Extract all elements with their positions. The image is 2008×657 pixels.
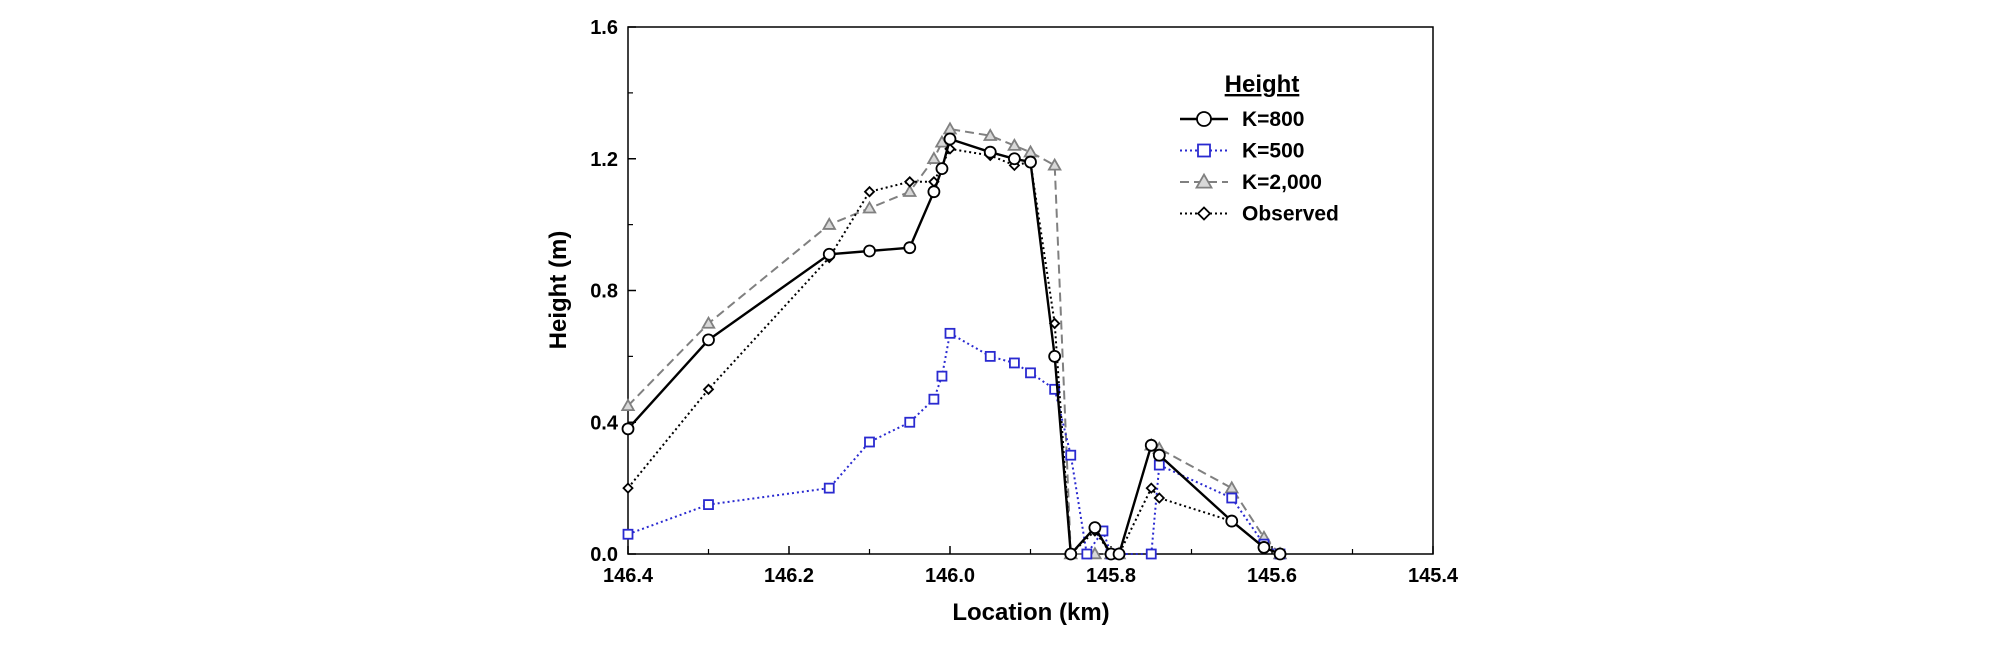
series-observed [622,143,1286,560]
circle-marker [1088,521,1102,535]
circle-marker [1008,152,1021,166]
legend: Height K=800 K=500 K=2,000 Observed [1180,71,1339,226]
circle-marker [1273,547,1287,561]
diamond-marker [903,176,916,188]
series-line [627,331,1281,557]
square-marker [864,436,875,448]
series-layer [620,121,1288,561]
series-line [627,128,1281,555]
triangle-marker [620,398,636,411]
circle-marker [903,241,917,255]
circle-marker [1225,514,1239,528]
triangle-marker [982,128,998,141]
square-marker [928,393,940,405]
triangle-marker [1023,144,1038,158]
square-marker [1145,548,1157,560]
circle-marker [863,244,876,258]
x-tick-label: 145.8 [1086,565,1136,587]
triangle-marker [942,121,958,135]
triangle-marker [862,200,877,214]
series-line [627,147,1281,557]
square-marker [936,370,948,382]
square-marker [904,416,916,428]
triangle-marker [1007,138,1022,151]
square-marker [1226,492,1238,504]
triangle-marker [1224,480,1240,494]
series-k-800 [621,132,1287,561]
y-tick-label: 1.6 [590,17,618,39]
square-marker [984,350,996,362]
square-marker [622,528,634,540]
circle-marker [1064,547,1078,561]
circle-marker [1144,438,1158,452]
legend-title: Height [1225,71,1300,98]
x-tick-label: 146.0 [925,565,975,587]
legend-label: K=800 [1242,108,1304,131]
triangle-marker [926,151,942,164]
square-marker [944,327,956,339]
legend-item: K=2,000 [1180,171,1322,194]
square-marker [823,482,835,494]
diamond-marker [622,482,634,494]
plot-area [627,26,1434,555]
legend-item: K=500 [1180,140,1304,163]
legend-label: K=2,000 [1242,171,1322,194]
circle-marker [1024,155,1037,169]
legend-item: Observed [1180,203,1339,226]
y-axis-title: Height (m) [545,231,572,350]
circle-marker [822,247,836,261]
x-axis-title: Location (km) [952,599,1109,626]
y-tick-label: 0.8 [590,281,618,303]
diamond-marker [863,185,876,198]
series-k-2-000 [620,121,1288,560]
legend-item: K=800 [1180,108,1304,131]
circle-marker [1112,547,1126,561]
square-marker [1081,548,1093,560]
triangle-marker [902,184,918,197]
legend-label: K=500 [1242,140,1304,163]
square-marker [1049,383,1061,395]
series-k-500 [622,327,1286,560]
diamond-marker [1048,317,1061,330]
x-tick-label: 146.2 [764,565,814,587]
circle-marker [1196,111,1212,127]
circle-marker [1152,448,1166,462]
triangle-marker [1047,157,1062,171]
square-marker [703,499,714,510]
circle-marker [927,185,941,199]
y-tick-label: 0.4 [590,412,619,434]
square-marker [1025,367,1036,379]
circle-marker [621,422,635,436]
circle-marker [943,132,957,146]
square-marker [1153,459,1165,471]
triangle-marker [1194,172,1214,189]
diamond-marker [1196,206,1212,221]
triangle-marker [701,315,716,329]
circle-marker [1257,541,1271,554]
circle-marker [983,145,997,159]
axis-ticks: 146.4 146.2 146.0 145.8 145.6 145.4 0.0 0.4 0.8 1… [590,17,1459,587]
circle-marker [935,162,949,176]
diamond-marker [702,383,715,396]
y-tick-label: 0.0 [590,544,618,566]
circle-marker [702,333,715,347]
diamond-marker [1145,482,1158,494]
legend-label: Observed [1242,203,1339,226]
x-tick-label: 146.4 [603,565,654,587]
x-tick-label: 145.6 [1247,565,1297,587]
circle-marker [1048,349,1062,363]
series-line [627,137,1281,557]
x-tick-label: 145.4 [1408,565,1459,587]
square-marker [1065,449,1077,461]
triangle-marker [821,217,837,230]
y-tick-label: 1.2 [590,149,618,171]
square-marker [1197,143,1211,158]
square-marker [1009,357,1020,369]
diamond-marker [1153,492,1166,504]
